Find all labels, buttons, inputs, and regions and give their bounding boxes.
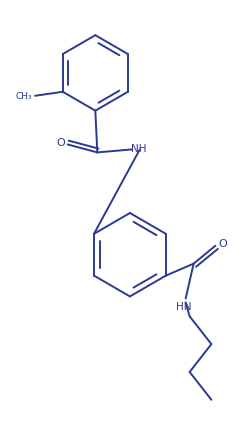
Text: NH: NH — [131, 144, 147, 154]
Text: O: O — [56, 139, 65, 148]
Text: HN: HN — [176, 302, 191, 312]
Text: O: O — [218, 239, 227, 249]
Text: CH₃: CH₃ — [15, 92, 32, 101]
